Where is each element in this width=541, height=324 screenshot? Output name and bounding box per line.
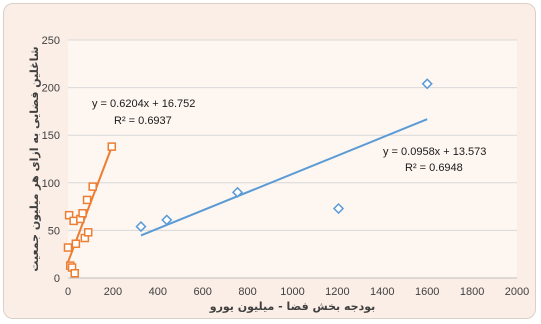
data-point-square [64, 210, 74, 220]
data-point-square [70, 268, 79, 278]
data-point-square [88, 182, 97, 191]
trendline-2 [140, 118, 428, 237]
x-axis-title: بودجه بخش فضا - میلیون یورو [209, 300, 376, 313]
data-point-square [63, 243, 73, 252]
y-tick-label: 150 [42, 130, 60, 142]
x-tick-label: 1400 [370, 286, 394, 298]
data-point-square [83, 228, 93, 237]
x-tick-label: 400 [149, 286, 167, 298]
trendline-equation-2: y = 0.0958x + 13.573 [383, 146, 486, 158]
x-tick-label: 200 [104, 286, 122, 298]
r-squared-label-2: R² = 0.6948 [405, 162, 463, 174]
x-tick-label: 0 [65, 286, 71, 298]
data-point-diamond [161, 214, 173, 226]
y-tick-label: 0 [54, 273, 60, 285]
data-point-square [107, 142, 117, 151]
data-point-diamond [135, 221, 147, 233]
data-point-square [71, 239, 81, 248]
y-tick-label: 250 [42, 35, 60, 47]
data-point-square [82, 195, 92, 205]
data-point-square [69, 216, 78, 226]
y-tick-label: 100 [42, 178, 60, 190]
x-tick-label: 2000 [505, 286, 529, 298]
plot-area [68, 40, 517, 278]
r-squared-label-1: R² = 0.6937 [114, 115, 172, 127]
x-tick-label: 800 [238, 286, 256, 298]
trendline-equation-1: y = 0.6204x + 16.752 [92, 98, 195, 110]
data-point-square [78, 209, 87, 218]
data-point-diamond [332, 202, 345, 215]
x-tick-label: 1600 [415, 286, 439, 298]
x-tick-label: 1200 [325, 286, 349, 298]
y-tick-label: 200 [42, 83, 60, 95]
x-tick-label: 1000 [280, 286, 304, 298]
x-tick-label: 1800 [460, 286, 484, 298]
x-tick-label: 600 [194, 286, 212, 298]
data-point-diamond [421, 78, 433, 90]
y-axis-title: شاغلین فضایی به ازای هر میلیون جمعیت [28, 46, 41, 271]
data-point-diamond [231, 186, 244, 198]
y-tick-label: 50 [48, 225, 60, 237]
